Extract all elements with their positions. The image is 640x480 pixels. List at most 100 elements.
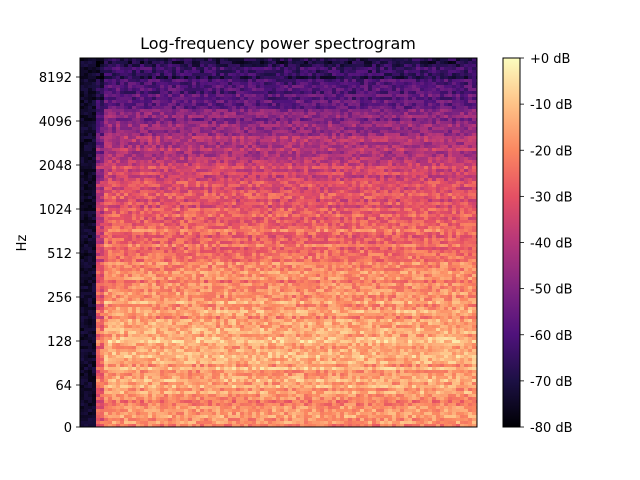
spectrogram-cell — [312, 175, 317, 179]
spectrogram-cell — [212, 172, 217, 176]
spectrogram-cell — [172, 190, 177, 194]
spectrogram-cell — [104, 82, 109, 86]
spectrogram-cell — [172, 58, 177, 62]
spectrogram-cell — [180, 100, 185, 104]
spectrogram-cell — [304, 100, 309, 104]
spectrogram-cell — [152, 166, 157, 170]
spectrogram-cell — [328, 163, 333, 167]
spectrogram-cell — [276, 109, 281, 113]
spectrogram-cell — [452, 184, 457, 188]
spectrogram-cell — [344, 184, 349, 188]
spectrogram-cell — [180, 187, 185, 191]
spectrogram-cell — [432, 154, 437, 158]
spectrogram-cell — [232, 157, 237, 161]
spectrogram-cell — [140, 184, 145, 188]
spectrogram-cell — [184, 205, 189, 209]
spectrogram-cell — [288, 133, 293, 137]
spectrogram-cell — [388, 85, 393, 89]
spectrogram-cell — [380, 91, 385, 95]
spectrogram-cell — [236, 94, 241, 98]
spectrogram-cell — [96, 130, 101, 134]
spectrogram-cell — [452, 190, 457, 194]
spectrogram-cell — [88, 193, 93, 197]
spectrogram-cell — [80, 58, 85, 62]
spectrogram-cell — [468, 169, 473, 173]
spectrogram-cell — [392, 175, 397, 179]
spectrogram-cell — [140, 82, 145, 86]
spectrogram-cell — [364, 79, 369, 83]
spectrogram-cell — [364, 82, 369, 86]
spectrogram-cell — [408, 166, 413, 170]
spectrogram-cell — [148, 178, 153, 182]
spectrogram-cell — [232, 85, 237, 89]
spectrogram-cell — [288, 64, 293, 68]
spectrogram-cell — [404, 61, 409, 65]
spectrogram-cell — [248, 100, 253, 104]
spectrogram-cell — [120, 157, 125, 161]
spectrogram-cell — [316, 85, 321, 89]
spectrogram-cell — [428, 184, 433, 188]
spectrogram-cell — [260, 142, 265, 146]
spectrogram-cell — [296, 187, 301, 191]
spectrogram-cell — [244, 199, 249, 203]
spectrogram-cell — [212, 124, 217, 128]
spectrogram-cell — [412, 91, 417, 95]
spectrogram-cell — [124, 157, 129, 161]
spectrogram-cell — [96, 118, 101, 122]
spectrogram-cell — [96, 121, 101, 125]
spectrogram-cell — [84, 202, 89, 206]
spectrogram-cell — [396, 121, 401, 125]
spectrogram-cell — [244, 124, 249, 128]
spectrogram-cell — [412, 112, 417, 116]
spectrogram-cell — [132, 178, 137, 182]
spectrogram-cell — [356, 175, 361, 179]
spectrogram-cell — [104, 136, 109, 140]
spectrogram-cell — [384, 97, 389, 101]
spectrogram-cell — [248, 94, 253, 98]
spectrogram-cell — [180, 97, 185, 101]
spectrogram-cell — [420, 97, 425, 101]
spectrogram-cell — [288, 103, 293, 107]
spectrogram-cell — [220, 70, 225, 74]
spectrogram-cell — [392, 127, 397, 131]
spectrogram-cell — [324, 136, 329, 140]
spectrogram-cell — [204, 76, 209, 80]
spectrogram-cell — [420, 76, 425, 80]
spectrogram-cell — [436, 121, 441, 125]
spectrogram-cell — [256, 154, 261, 158]
spectrogram-cell — [200, 94, 205, 98]
spectrogram-cell — [356, 109, 361, 113]
spectrogram-cell — [380, 112, 385, 116]
spectrogram-cell — [456, 76, 461, 80]
spectrogram-cell — [312, 64, 317, 68]
spectrogram-cell — [412, 97, 417, 101]
spectrogram-cell — [184, 70, 189, 74]
spectrogram-cell — [412, 79, 417, 83]
spectrogram-cell — [272, 205, 277, 209]
spectrogram-cell — [344, 163, 349, 167]
spectrogram-cell — [352, 190, 357, 194]
spectrogram-cell — [452, 136, 457, 140]
spectrogram-cell — [132, 127, 137, 131]
spectrogram-cell — [360, 88, 365, 92]
spectrogram-cell — [312, 130, 317, 134]
spectrogram-cell — [360, 106, 365, 110]
spectrogram-cell — [412, 181, 417, 185]
spectrogram-cell — [448, 115, 453, 119]
spectrogram-cell — [428, 166, 433, 170]
spectrogram-cell — [84, 67, 89, 71]
spectrogram-cell — [244, 121, 249, 125]
spectrogram-cell — [236, 70, 241, 74]
spectrogram-cell — [328, 175, 333, 179]
spectrogram-cell — [84, 196, 89, 200]
spectrogram-cell — [408, 139, 413, 143]
spectrogram-cell — [376, 160, 381, 164]
spectrogram-cell — [288, 73, 293, 77]
spectrogram-cell — [312, 148, 317, 152]
spectrogram-cell — [180, 118, 185, 122]
spectrogram-cell — [240, 100, 245, 104]
spectrogram-cell — [192, 196, 197, 200]
spectrogram-cell — [428, 163, 433, 167]
spectrogram-cell — [388, 133, 393, 137]
spectrogram-cell — [204, 205, 209, 209]
